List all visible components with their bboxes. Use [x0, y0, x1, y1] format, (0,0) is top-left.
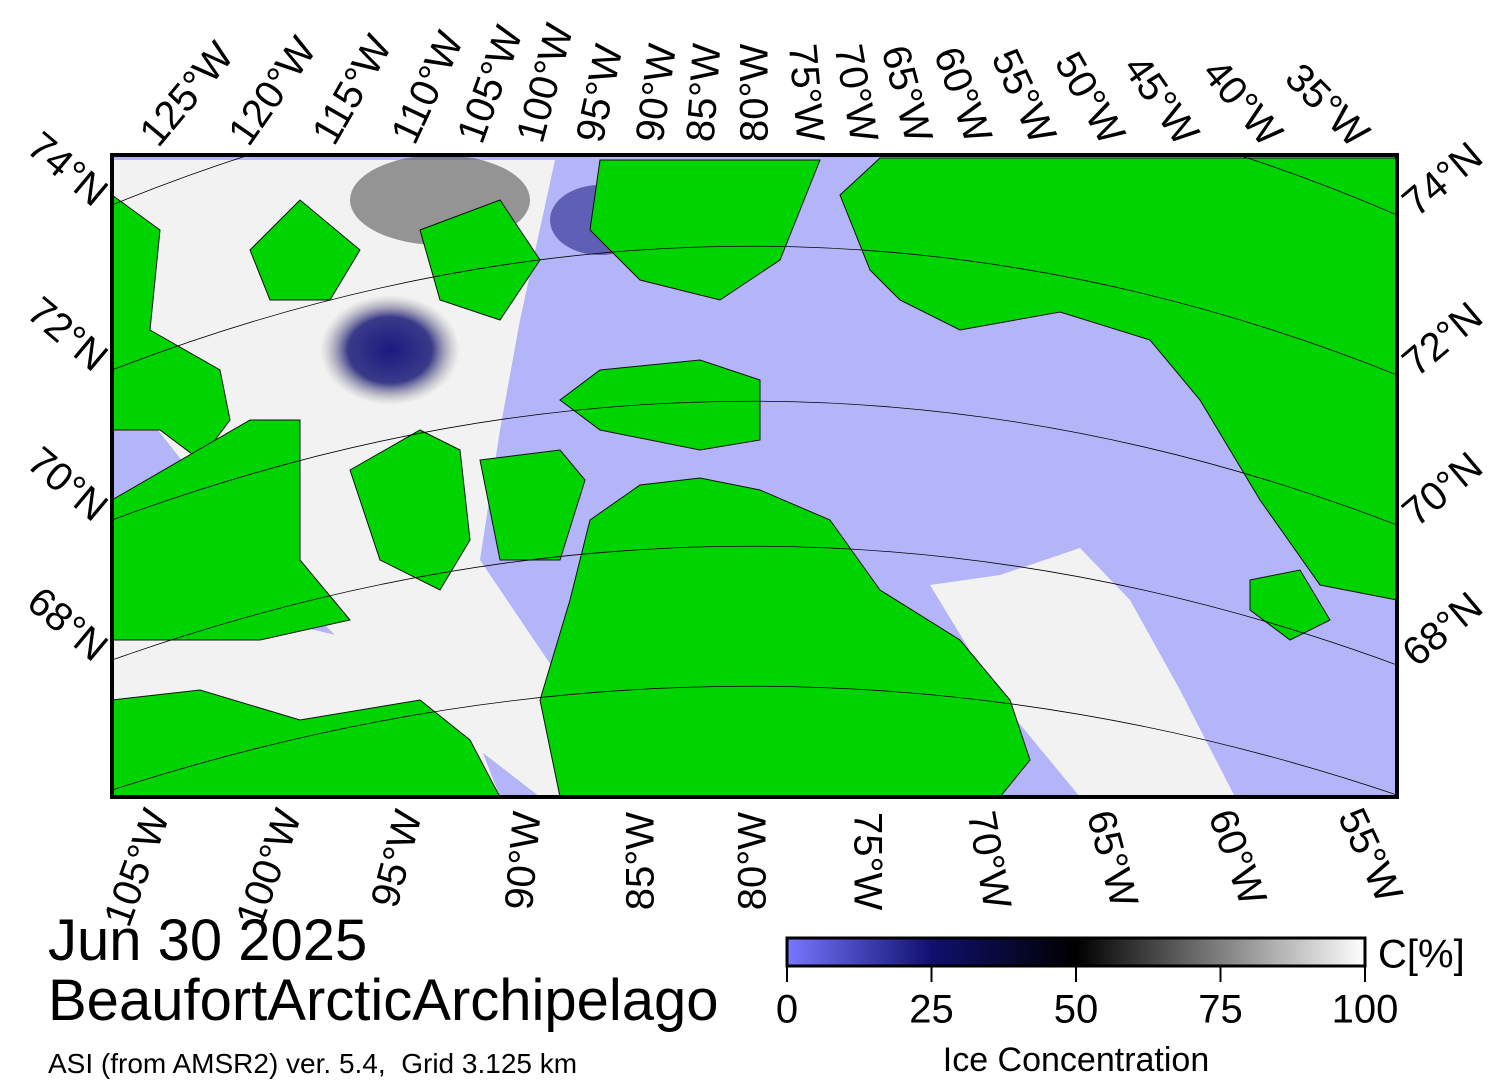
left-latitude-label: 72°N	[19, 289, 116, 380]
colorbar-tick-label: 0	[776, 988, 798, 1032]
top-longitude-label: 95°W	[568, 41, 632, 146]
top-longitude-label: 45°W	[1115, 48, 1208, 154]
colorbar	[785, 936, 1367, 968]
top-longitude-label: 125°W	[131, 34, 242, 155]
top-longitude-label: 80°W	[733, 44, 777, 142]
top-longitude-label: 75°W	[780, 42, 832, 144]
bottom-longitude-label: 70°W	[959, 808, 1019, 913]
colorbar-tick-label: 100	[1332, 988, 1399, 1032]
top-longitude-label: 35°W	[1277, 55, 1378, 156]
bottom-longitude-label: 90°W	[497, 810, 549, 912]
colorbar-unit: C[%]	[1378, 933, 1465, 977]
top-longitude-label: 40°W	[1194, 51, 1291, 155]
right-latitude-label: 74°N	[1394, 134, 1491, 225]
top-longitude-label: 90°W	[628, 41, 685, 145]
top-longitude-label: 85°W	[679, 42, 730, 143]
right-latitude-label: 70°N	[1394, 444, 1491, 535]
bottom-longitude-label: 85°W	[619, 812, 663, 910]
bottom-longitude-label: 55°W	[1329, 802, 1411, 910]
colorbar-tick-label: 50	[1054, 988, 1099, 1032]
top-longitude-label: 120°W	[220, 29, 325, 153]
colorbar-tick-label: 75	[1198, 988, 1243, 1032]
region-title: BeaufortArcticArchipelago	[48, 968, 719, 1033]
colorbar-label: Ice Concentration	[943, 1041, 1210, 1079]
map-frame	[110, 153, 1399, 799]
bottom-longitude-label: 65°W	[1078, 806, 1146, 913]
source-note: ASI (from AMSR2) ver. 5.4, Grid 3.125 km	[48, 1048, 577, 1079]
date-title: Jun 30 2025	[48, 908, 367, 973]
left-latitude-label: 74°N	[19, 124, 116, 215]
bottom-longitude-label: 80°W	[731, 812, 775, 910]
top-longitude-label: 50°W	[1046, 45, 1133, 152]
left-latitude-label: 68°N	[19, 579, 116, 670]
bottom-longitude-label: 75°W	[845, 812, 889, 910]
right-latitude-label: 68°N	[1394, 584, 1491, 675]
left-latitude-label: 70°N	[19, 439, 116, 530]
bottom-longitude-label: 60°W	[1200, 804, 1275, 912]
colorbar-tick-label: 25	[909, 988, 954, 1032]
right-latitude-label: 72°N	[1394, 294, 1491, 385]
map-area	[112, 155, 1397, 797]
bottom-longitude-label: 95°W	[363, 805, 431, 912]
